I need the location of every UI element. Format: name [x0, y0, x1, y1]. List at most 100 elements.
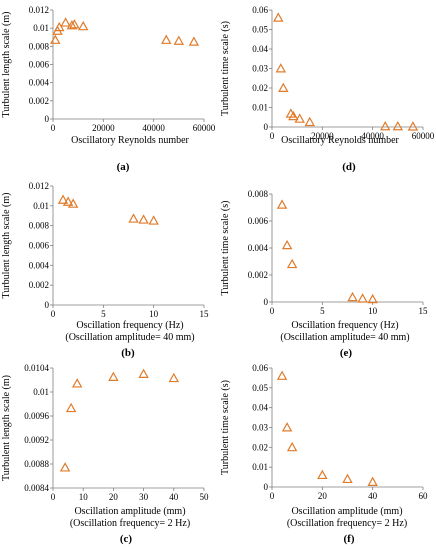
y-tick-label: 0.01	[33, 23, 49, 33]
x-tick-label: 60000	[193, 123, 216, 133]
x-tick-label: 10	[79, 492, 89, 502]
x-axis-label: Oscillatory Reynolds number	[281, 135, 399, 146]
data-point	[77, 20, 89, 31]
x-tick-label: 15	[200, 309, 210, 319]
y-tick-label: 0.06	[252, 5, 268, 15]
y-tick-label: 0.04	[252, 403, 268, 413]
data-point	[138, 214, 149, 224]
y-tick-label: 0.002	[248, 270, 268, 280]
y-tick-label: 0.01	[33, 201, 49, 211]
data-point	[367, 476, 378, 487]
y-axis-label: Turbulent time scale (s)	[220, 21, 231, 116]
data-point	[62, 196, 74, 206]
y-tick-label: 0.004	[29, 260, 50, 270]
x-axis-label: Oscillatory Reynolds number	[71, 135, 189, 146]
y-tick-label: 0.002	[29, 96, 49, 106]
x-axis-label: Oscillation frequency (Hz)	[76, 320, 183, 331]
data-point	[273, 12, 284, 22]
x-tick-label: 40000	[361, 131, 384, 141]
x-tick-label: 20000	[92, 123, 115, 133]
data-point	[278, 82, 289, 92]
y-tick-label: 0.008	[29, 221, 50, 231]
y-tick-label: 0	[264, 482, 269, 492]
y-tick-label: 0.03	[252, 423, 268, 433]
data-point	[138, 368, 149, 378]
data-point	[128, 213, 139, 223]
x-tick-label: 40	[368, 491, 378, 501]
y-axis-label: Turbulent length scale (m)	[1, 11, 12, 117]
data-point	[67, 198, 79, 208]
x-tick-label: 0	[270, 131, 275, 141]
y-tick-label: 0.05	[252, 383, 268, 393]
data-point	[161, 34, 172, 44]
y-tick-label: 0.02	[252, 83, 268, 93]
y-tick-label: 0.01	[33, 387, 49, 397]
y-tick-label: 0.03	[252, 64, 268, 74]
x-tick-label: 0	[51, 309, 56, 319]
x-axis-label: (Oscillation frequency= 2 Hz)	[70, 518, 190, 529]
x-axis-label: Oscillation amplitude (mm)	[74, 506, 185, 517]
y-axis-label: Turbulent time scale (s)	[220, 201, 231, 296]
data-point	[288, 110, 299, 121]
y-axis-label: Turbulent time scale (s)	[220, 380, 231, 475]
chart-panel-0: 0 20000 40000 60000 0 0.002 0.004 0.006 0.008 0.0…	[1, 5, 216, 173]
y-tick-label: 0.0088	[24, 459, 49, 469]
data-point	[173, 35, 185, 45]
data-point	[367, 293, 378, 304]
panel-label: (a)	[117, 161, 130, 173]
chart-panel-3: 0 5 10 15 0 0.002 0.004 0.006 0.008 Turbulent tim…	[220, 189, 428, 359]
x-tick-label: 0	[51, 123, 56, 133]
y-tick-label: 0.008	[248, 189, 269, 199]
y-tick-label: 0.002	[29, 280, 49, 290]
x-tick-label: 0	[270, 306, 275, 316]
y-tick-label: 0.04	[252, 44, 268, 54]
chart-panel-1: 0 20000 40000 60000 0 0.01 0.02 0.03 0.04 0.05 0.0…	[220, 5, 435, 173]
y-tick-label: 0.006	[29, 60, 50, 70]
y-axis-label: Turbulent length scale (m)	[1, 375, 12, 481]
data-point	[275, 63, 287, 73]
x-tick-label: 30	[139, 492, 149, 502]
x-tick-label: 60000	[412, 131, 435, 141]
data-point	[276, 370, 288, 380]
x-tick-label: 60	[419, 491, 429, 501]
data-point	[65, 402, 77, 413]
chart-panel-2: 0 5 10 15 0 0.002 0.004 0.006 0.008 0.01 0.012 Turb…	[1, 181, 209, 359]
y-tick-label: 0.0092	[24, 435, 49, 445]
y-tick-label: 0.01	[252, 462, 268, 472]
x-tick-label: 5	[320, 306, 325, 316]
panel-label: (e)	[340, 347, 353, 359]
x-axis-label: (Oscillation amplitude= 40 mm)	[280, 332, 409, 343]
panel-label: (f)	[344, 533, 355, 545]
x-tick-label: 50	[200, 492, 210, 502]
data-point	[60, 17, 71, 27]
y-tick-label: 0.004	[29, 78, 50, 88]
data-point	[294, 113, 305, 123]
x-axis-label: (Oscillation amplitude= 40 mm)	[65, 332, 194, 343]
data-point	[276, 199, 288, 209]
data-point	[304, 116, 315, 127]
x-tick-label: 40	[169, 492, 179, 502]
y-tick-label: 0	[264, 297, 269, 307]
data-point	[317, 469, 328, 480]
data-point	[281, 422, 293, 432]
y-tick-label: 0.01	[252, 103, 268, 113]
chart-panel-4: 0 10 20 30 40 500.00840.00880.00920.00960.010…	[1, 363, 209, 545]
x-tick-label: 15	[419, 306, 429, 316]
data-point	[286, 258, 298, 269]
panel-label: (c)	[120, 533, 133, 545]
panel-label: (d)	[342, 161, 356, 173]
y-tick-label: 0.02	[252, 442, 268, 452]
data-point	[286, 441, 298, 452]
x-axis-label: (Oscillation frequency= 2 Hz)	[287, 518, 407, 529]
data-point	[342, 473, 353, 484]
data-point	[168, 372, 180, 383]
data-point	[357, 293, 368, 303]
y-tick-label: 0.006	[29, 241, 50, 251]
data-point	[392, 120, 404, 131]
data-point	[380, 120, 391, 131]
x-tick-label: 20	[109, 492, 119, 502]
data-point	[188, 36, 200, 46]
data-point	[71, 378, 83, 388]
x-tick-label: 0	[51, 492, 56, 502]
